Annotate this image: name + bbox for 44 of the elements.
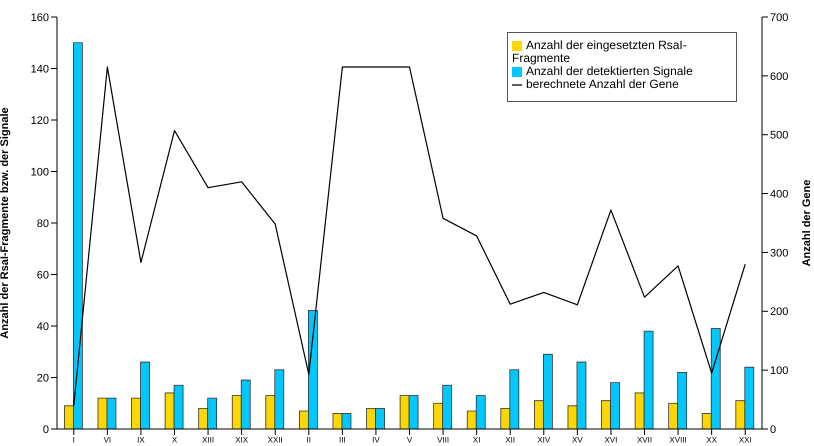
y-axis-title: Anzahl der RsaI-Fragmente bzw. der Signale [0, 107, 11, 339]
y2-tick-label: 200 [770, 306, 788, 318]
x-tick-label: XIV [537, 436, 551, 445]
y2-tick-label: 400 [770, 188, 788, 200]
line-series [73, 66, 746, 406]
x-tick-label: XXII [268, 436, 283, 445]
x-tick-label: V [406, 436, 413, 445]
x-tick-label: II [306, 436, 312, 445]
y2-tick-label: 100 [770, 365, 788, 378]
legend-label: berechnete Anzahl der Gene [526, 77, 679, 91]
y-tick-label: 20 [36, 372, 49, 384]
y2-tick-label: 300 [770, 247, 788, 260]
x-tick-label: XV [572, 436, 584, 445]
y-tick-label: 80 [36, 218, 49, 230]
x-tick-label: XI [472, 436, 480, 445]
x-tick-label: X [172, 436, 178, 445]
x-tick-label: I [72, 436, 75, 445]
x-tick-label: VI [104, 436, 112, 445]
legend-label: Anzahl der detektierten Signale [526, 64, 693, 78]
x-tick-label: VIII [437, 436, 450, 445]
y-tick-label: 140 [30, 63, 49, 76]
y2-tick-label: 500 [770, 130, 788, 142]
x-tick-label: XIII [202, 436, 214, 445]
y-tick-label: 40 [36, 320, 49, 333]
x-tick-label: XX [706, 436, 718, 445]
y-tick-label: 60 [36, 269, 49, 282]
x-tick-label: XVIII [669, 436, 687, 445]
y-tick-label: 0 [42, 424, 49, 436]
x-tick-label: XXI [738, 436, 752, 445]
y-tick-label: 100 [30, 166, 49, 178]
y-tick-label: 120 [30, 114, 49, 127]
x-tick-label: III [339, 436, 346, 445]
legend-label: Anzahl der eingesetzten RsaI-Fragmente [512, 38, 687, 65]
x-tick-label: IV [372, 436, 380, 445]
x-tick-label: XIX [235, 436, 249, 445]
y2-tick-label: 700 [770, 12, 788, 24]
x-tick-label: XVI [604, 436, 618, 445]
y2-tick-label: 600 [770, 70, 788, 83]
y2-axis-title: Anzahl der Gene [800, 180, 813, 266]
x-tick-label: XVII [636, 436, 652, 445]
y-tick-label: 160 [30, 12, 49, 24]
x-tick-label: IX [137, 436, 146, 445]
y2-tick-label: 0 [770, 424, 776, 436]
x-tick-label: XII [505, 436, 516, 445]
